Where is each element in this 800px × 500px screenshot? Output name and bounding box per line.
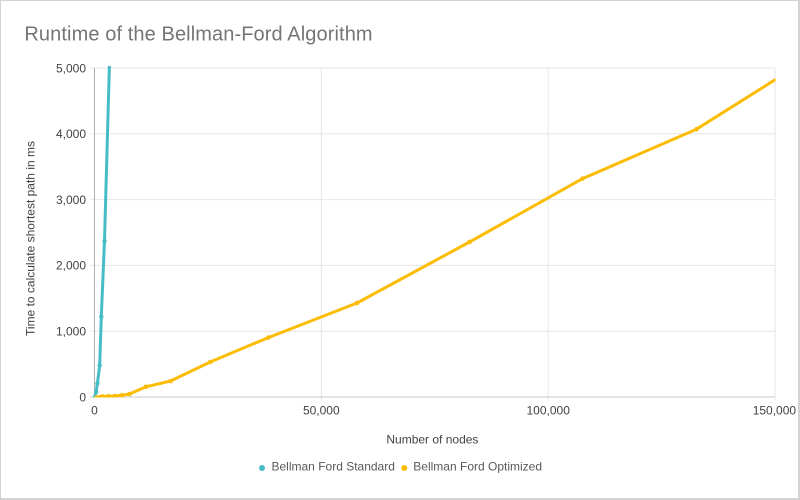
svg-text:Bellman Ford Standard: Bellman Ford Standard <box>272 460 395 474</box>
svg-text:Bellman Ford Optimized: Bellman Ford Optimized <box>413 460 542 474</box>
svg-text:0: 0 <box>91 403 98 417</box>
svg-text:150,000: 150,000 <box>753 403 797 417</box>
svg-text:Time to calculate shortest pat: Time to calculate shortest path in ms <box>24 141 38 336</box>
svg-text:Number of nodes: Number of nodes <box>386 433 478 447</box>
svg-text:5,000: 5,000 <box>56 61 86 75</box>
svg-text:3,000: 3,000 <box>56 193 86 207</box>
svg-text:100,000: 100,000 <box>527 403 571 417</box>
svg-text:1,000: 1,000 <box>56 325 86 339</box>
svg-text:Runtime of the Bellman-Ford Al: Runtime of the Bellman-Ford Algorithm <box>24 24 372 46</box>
svg-text:2,000: 2,000 <box>56 259 86 273</box>
svg-text:0: 0 <box>79 390 86 404</box>
svg-text:4,000: 4,000 <box>56 127 86 141</box>
svg-text:50,000: 50,000 <box>303 403 340 417</box>
